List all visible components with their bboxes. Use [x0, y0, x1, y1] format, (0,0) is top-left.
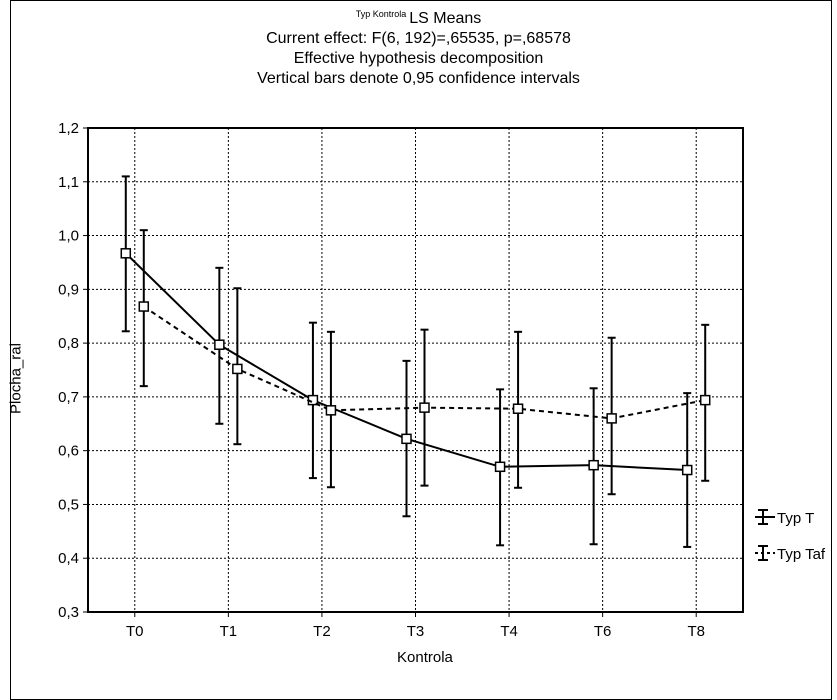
- x-tick-label: T4: [500, 623, 518, 640]
- data-point-marker: [214, 339, 225, 350]
- y-tick-label: 1,0: [58, 228, 79, 245]
- data-point-marker: [325, 405, 337, 416]
- data-point-marker: [232, 363, 243, 375]
- chart-subtitle-decomposition: Effective hypothesis decomposition: [293, 50, 544, 67]
- legend-symbol-dashed: [755, 545, 775, 561]
- chart-subtitle-effect: Current effect: F(6, 192)=,65535, p=,685…: [266, 30, 571, 47]
- y-tick-label: 0,4: [58, 550, 79, 567]
- data-point-marker: [138, 301, 150, 312]
- chart-titles: Typ Kontrola LS Means Current effect: F(6…: [0, 4, 837, 89]
- data-point-marker: [120, 248, 132, 259]
- data-point-marker: [419, 402, 430, 413]
- data-point-marker: [588, 459, 599, 471]
- x-tick-label: T6: [594, 623, 612, 640]
- y-tick-label: 0,7: [58, 389, 79, 406]
- y-tick-label: 0,3: [58, 604, 79, 621]
- data-point-marker: [494, 461, 506, 473]
- x-tick-label: T8: [687, 623, 705, 640]
- data-point-marker: [512, 403, 524, 414]
- plot-area-border: [87, 127, 744, 613]
- chart-title-small: Typ Kontrola: [355, 9, 407, 19]
- y-tick-label: 1,1: [58, 174, 79, 191]
- legend-label-typ-taf: Typ Taf: [777, 546, 826, 563]
- y-axis-label: Plocha_ral: [7, 343, 25, 414]
- data-point-marker: [401, 433, 412, 445]
- x-tick-label: T3: [407, 623, 425, 640]
- y-tick-label: 0,8: [58, 335, 79, 352]
- legend-label-typ-t: Typ T: [777, 510, 815, 527]
- x-tick-label: T0: [126, 623, 144, 640]
- y-tick-label: 0,6: [58, 443, 79, 460]
- chart-plot: 0,3 0,4 0,5 0,6 0,7 0,8 0,9 1,0 1,1 1,2 T0 T1 T2 T3 T4…: [58, 120, 744, 640]
- x-axis-label: Kontrola: [397, 649, 453, 666]
- y-tick-label: 0,5: [58, 496, 79, 513]
- x-tick-label: T2: [313, 623, 331, 640]
- chart-title-line: Typ Kontrola LS Means: [0, 4, 837, 29]
- legend-item-typ-taf: Typ Taf: [755, 544, 825, 563]
- legend-symbol-solid: [755, 509, 775, 525]
- y-tick-label: 1,2: [58, 120, 79, 137]
- legend-item-typ-t: Typ T: [755, 508, 814, 527]
- chart-subtitle-confidence: Vertical bars denote 0,95 confidence int…: [257, 70, 580, 87]
- y-tick-label: 0,9: [58, 281, 79, 298]
- chart-title: LS Means: [409, 10, 482, 27]
- data-point-marker: [606, 413, 617, 424]
- data-point-marker: [699, 394, 711, 406]
- x-tick-label: T1: [220, 623, 238, 640]
- data-point-marker: [681, 464, 693, 476]
